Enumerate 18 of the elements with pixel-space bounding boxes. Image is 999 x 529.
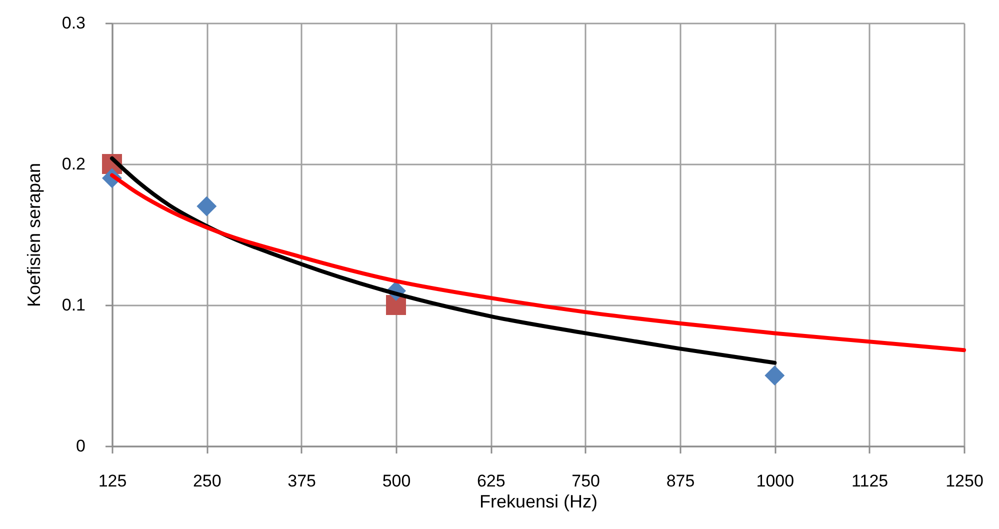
y-tick-label: 0 xyxy=(76,436,86,456)
point xyxy=(764,366,785,386)
x-tick-label: 1125 xyxy=(852,472,888,490)
x-tick-label: 125 xyxy=(98,472,127,490)
x-tick-label: 375 xyxy=(288,472,316,490)
x-tick-label: 625 xyxy=(476,472,506,490)
x-tick-label: 1000 xyxy=(756,472,794,490)
x-tick-label: 875 xyxy=(666,472,695,490)
x-tick-label: 750 xyxy=(572,472,600,490)
y-axis-title: Koefisien serapan xyxy=(24,162,44,308)
y-tick-label: 0.2 xyxy=(62,154,86,174)
x-tick-label: 500 xyxy=(382,472,411,490)
x-tick-label: 250 xyxy=(192,472,222,490)
x-tick-label: 1250 xyxy=(946,472,984,490)
x-axis-title: Frekuensi (Hz) xyxy=(479,492,598,512)
y-tick-label: 0.1 xyxy=(62,296,86,314)
point xyxy=(196,196,217,216)
y-tick-label: 0.3 xyxy=(62,14,86,32)
